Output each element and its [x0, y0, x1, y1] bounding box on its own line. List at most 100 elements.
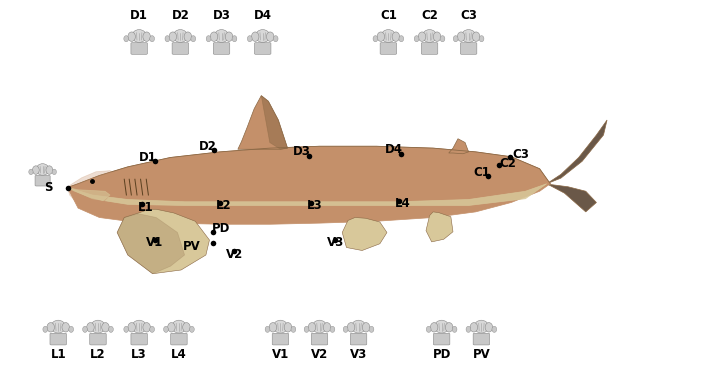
Ellipse shape [462, 30, 476, 42]
Ellipse shape [165, 36, 170, 42]
Bar [452, 22, 486, 56]
Polygon shape [238, 96, 288, 149]
FancyBboxPatch shape [433, 333, 450, 345]
Ellipse shape [351, 320, 366, 333]
Polygon shape [342, 217, 387, 250]
FancyBboxPatch shape [213, 43, 230, 54]
Ellipse shape [440, 36, 445, 42]
Ellipse shape [191, 36, 196, 42]
Bar [302, 313, 337, 347]
Bar [263, 313, 297, 347]
Ellipse shape [109, 326, 114, 332]
Polygon shape [67, 184, 547, 206]
Polygon shape [117, 214, 185, 274]
Ellipse shape [29, 169, 33, 175]
Ellipse shape [284, 322, 292, 332]
Ellipse shape [343, 326, 348, 332]
Text: C2: C2 [499, 157, 516, 170]
Ellipse shape [472, 32, 480, 41]
Text: PD: PD [432, 348, 451, 360]
Ellipse shape [150, 36, 155, 42]
Text: C1: C1 [380, 9, 397, 22]
Ellipse shape [210, 32, 218, 41]
Polygon shape [67, 146, 550, 224]
Ellipse shape [457, 32, 465, 41]
FancyBboxPatch shape [89, 333, 106, 345]
Ellipse shape [323, 322, 331, 332]
Ellipse shape [369, 326, 374, 332]
Polygon shape [449, 139, 469, 154]
Text: L1: L1 [138, 201, 153, 214]
FancyBboxPatch shape [131, 333, 148, 345]
Bar [342, 313, 376, 347]
Ellipse shape [414, 36, 419, 42]
Bar [425, 313, 459, 347]
Text: L2: L2 [90, 348, 106, 360]
Ellipse shape [492, 326, 497, 332]
Text: L3: L3 [131, 348, 147, 360]
Ellipse shape [269, 322, 277, 332]
Polygon shape [547, 184, 596, 212]
Ellipse shape [173, 30, 187, 42]
Ellipse shape [474, 320, 488, 333]
Ellipse shape [265, 326, 270, 332]
Bar [464, 313, 498, 347]
Ellipse shape [433, 32, 441, 41]
Ellipse shape [479, 36, 484, 42]
Bar [81, 313, 115, 347]
FancyBboxPatch shape [254, 43, 271, 54]
Ellipse shape [43, 326, 48, 332]
Ellipse shape [128, 32, 136, 41]
Text: V2: V2 [311, 348, 328, 360]
Text: C3: C3 [512, 148, 529, 162]
Ellipse shape [470, 322, 478, 332]
Ellipse shape [214, 30, 229, 42]
FancyBboxPatch shape [311, 333, 328, 345]
Ellipse shape [172, 320, 186, 333]
Bar [204, 22, 239, 56]
Text: V3: V3 [327, 236, 344, 249]
Ellipse shape [124, 36, 129, 42]
Ellipse shape [184, 32, 192, 41]
Text: C1: C1 [473, 166, 490, 179]
Bar [122, 313, 156, 347]
Text: D3: D3 [293, 145, 311, 158]
Ellipse shape [452, 326, 457, 332]
FancyBboxPatch shape [473, 333, 490, 345]
Bar [246, 22, 280, 56]
Ellipse shape [52, 169, 56, 175]
Ellipse shape [190, 326, 195, 332]
Ellipse shape [102, 322, 109, 332]
Ellipse shape [312, 320, 327, 333]
Ellipse shape [308, 322, 316, 332]
Text: D1: D1 [130, 9, 148, 22]
Bar [371, 22, 405, 56]
Text: L3: L3 [307, 199, 322, 212]
Ellipse shape [51, 320, 65, 333]
Ellipse shape [453, 36, 458, 42]
FancyBboxPatch shape [460, 43, 477, 54]
Text: PV: PV [473, 348, 491, 360]
Text: V1: V1 [272, 348, 289, 360]
Text: L4: L4 [171, 348, 187, 360]
Bar [163, 22, 197, 56]
Ellipse shape [435, 320, 449, 333]
Text: D1: D1 [138, 151, 157, 164]
Ellipse shape [418, 32, 426, 41]
Ellipse shape [132, 320, 146, 333]
Ellipse shape [445, 322, 453, 332]
Text: PV: PV [182, 240, 200, 253]
Ellipse shape [91, 320, 105, 333]
Text: D2: D2 [171, 9, 190, 22]
FancyBboxPatch shape [170, 333, 187, 345]
Ellipse shape [46, 166, 53, 174]
Ellipse shape [377, 32, 385, 41]
Text: D4: D4 [253, 9, 272, 22]
Ellipse shape [273, 36, 278, 42]
FancyBboxPatch shape [131, 43, 148, 54]
Ellipse shape [304, 326, 309, 332]
Ellipse shape [466, 326, 471, 332]
Ellipse shape [426, 326, 431, 332]
Ellipse shape [381, 30, 395, 42]
Ellipse shape [373, 36, 378, 42]
